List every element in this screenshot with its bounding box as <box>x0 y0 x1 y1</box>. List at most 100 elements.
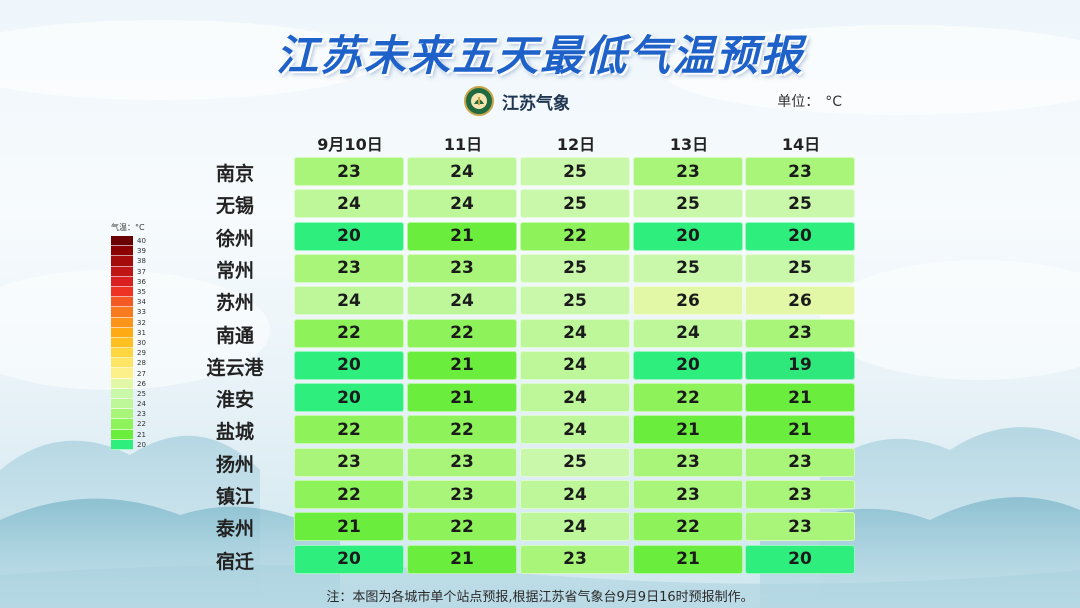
legend-value: 38 <box>137 257 146 266</box>
city-label: 常州 <box>215 259 254 282</box>
temperature-cell: 20 <box>294 544 404 574</box>
temperature-cell: 19 <box>745 350 855 380</box>
temperature-cell: 21 <box>407 383 517 413</box>
temperature-cell: 20 <box>294 221 404 251</box>
city-label: 南通 <box>215 324 254 347</box>
temperature-cell: 25 <box>520 253 630 283</box>
city-label: 泰州 <box>215 518 254 541</box>
temperature-legend: 气温：°C 40 39 38 37 36 35 34 33 32 31 30 29 28 27 26 25 24… <box>111 222 146 450</box>
legend-swatch <box>111 266 133 277</box>
city-label: 宿迁 <box>215 550 254 573</box>
day-header: 14日 <box>781 135 821 154</box>
legend-value: 36 <box>137 277 146 286</box>
temperature-cell: 23 <box>294 157 404 186</box>
legend-swatch <box>111 388 133 399</box>
legend-value: 31 <box>137 328 146 337</box>
legend-item: 23 <box>111 409 146 420</box>
legend-swatch <box>111 378 133 389</box>
day-header: 9月10日 <box>317 135 383 154</box>
legend-swatch <box>111 297 133 308</box>
temperature-cell: 24 <box>520 318 630 348</box>
legend-item: 30 <box>111 337 146 349</box>
meteorology-emblem-icon <box>464 86 494 116</box>
legend-value: 34 <box>137 298 146 307</box>
footnote: 注：本图为各城市单个站点预报,根据江苏省气象台9月9日16时预报制作。 <box>326 590 754 605</box>
temperature-cell: 20 <box>294 350 404 380</box>
legend-item: 38 <box>111 256 146 267</box>
logo: 江苏气象 <box>464 84 570 118</box>
temperature-cell: 21 <box>407 544 517 574</box>
legend-swatch <box>111 348 133 359</box>
temperature-cell: 24 <box>407 286 517 316</box>
temperature-cell: 24 <box>633 318 743 348</box>
temperature-cell: 21 <box>745 415 855 445</box>
legend-item: 26 <box>111 378 146 389</box>
temperature-cell: 24 <box>520 383 630 413</box>
legend-item: 33 <box>111 307 146 318</box>
temperature-cell: 24 <box>407 189 517 219</box>
legend-swatch <box>111 429 133 440</box>
temperature-cell: 20 <box>745 544 855 574</box>
legend-swatch <box>111 246 133 257</box>
temperature-cell: 22 <box>294 415 404 445</box>
legend-item: 21 <box>111 429 146 440</box>
legend-value: 29 <box>137 349 146 358</box>
temperature-cell: 24 <box>520 350 630 380</box>
page-title: 江苏未来五天最低气温预报 <box>275 31 804 80</box>
legend-value: 32 <box>137 318 146 327</box>
temperature-cell: 24 <box>520 512 630 542</box>
city-label: 镇江 <box>215 486 254 508</box>
day-header: 11日 <box>443 135 483 154</box>
temperature-cell: 23 <box>520 544 630 574</box>
temperature-cell: 25 <box>520 447 630 477</box>
city-label: 连云港 <box>206 356 264 379</box>
temperature-cell: 25 <box>633 189 743 219</box>
city-label: 南京 <box>215 163 254 185</box>
legend-value: 26 <box>137 379 146 388</box>
legend-swatch <box>111 327 133 338</box>
temperature-cell: 22 <box>520 221 630 251</box>
temperature-cell: 23 <box>745 157 855 186</box>
legend-item: 20 <box>111 439 146 450</box>
temperature-cell: 23 <box>745 447 855 477</box>
temperature-cell: 20 <box>294 383 404 413</box>
legend-value: 35 <box>137 288 146 297</box>
temperature-cell: 22 <box>407 415 517 445</box>
legend-swatch <box>111 337 133 349</box>
temperature-cell: 22 <box>633 383 743 413</box>
city-label: 盐城 <box>215 421 254 444</box>
temperature-cell: 21 <box>633 544 743 574</box>
temperature-cell: 22 <box>294 318 404 348</box>
temperature-cell: 26 <box>745 286 855 316</box>
temperature-cell: 24 <box>520 480 630 509</box>
legend-item: 22 <box>111 419 146 430</box>
temperature-cell: 20 <box>633 350 743 380</box>
legend-title: 气温：°C <box>111 223 145 232</box>
temperature-cell: 21 <box>633 415 743 445</box>
temperature-cell: 25 <box>520 157 630 186</box>
city-label: 无锡 <box>215 195 254 218</box>
temperature-cell: 21 <box>745 383 855 413</box>
legend-value: 25 <box>137 389 146 398</box>
unit-label: 单位： <box>777 94 820 110</box>
temperature-cell: 23 <box>294 253 404 283</box>
temperature-cell: 22 <box>407 318 517 348</box>
legend-value: 24 <box>137 400 146 409</box>
temperature-cell: 23 <box>745 480 855 509</box>
legend-item: 34 <box>111 297 146 308</box>
temperature-cell: 23 <box>633 447 743 477</box>
temperature-cell: 20 <box>745 221 855 251</box>
legend-value: 39 <box>137 247 146 256</box>
temperature-cell: 23 <box>294 447 404 477</box>
temperature-cell: 23 <box>745 512 855 542</box>
temperature-cell: 25 <box>745 189 855 219</box>
legend-swatch <box>111 368 133 379</box>
legend-item: 28 <box>111 358 146 369</box>
legend-swatch <box>111 307 133 318</box>
legend-swatch <box>111 399 133 410</box>
legend-swatch <box>111 439 133 450</box>
temperature-cell: 22 <box>294 480 404 509</box>
legend-item: 32 <box>111 317 146 328</box>
day-header: 13日 <box>669 135 709 154</box>
logo-text: 江苏气象 <box>502 93 570 114</box>
